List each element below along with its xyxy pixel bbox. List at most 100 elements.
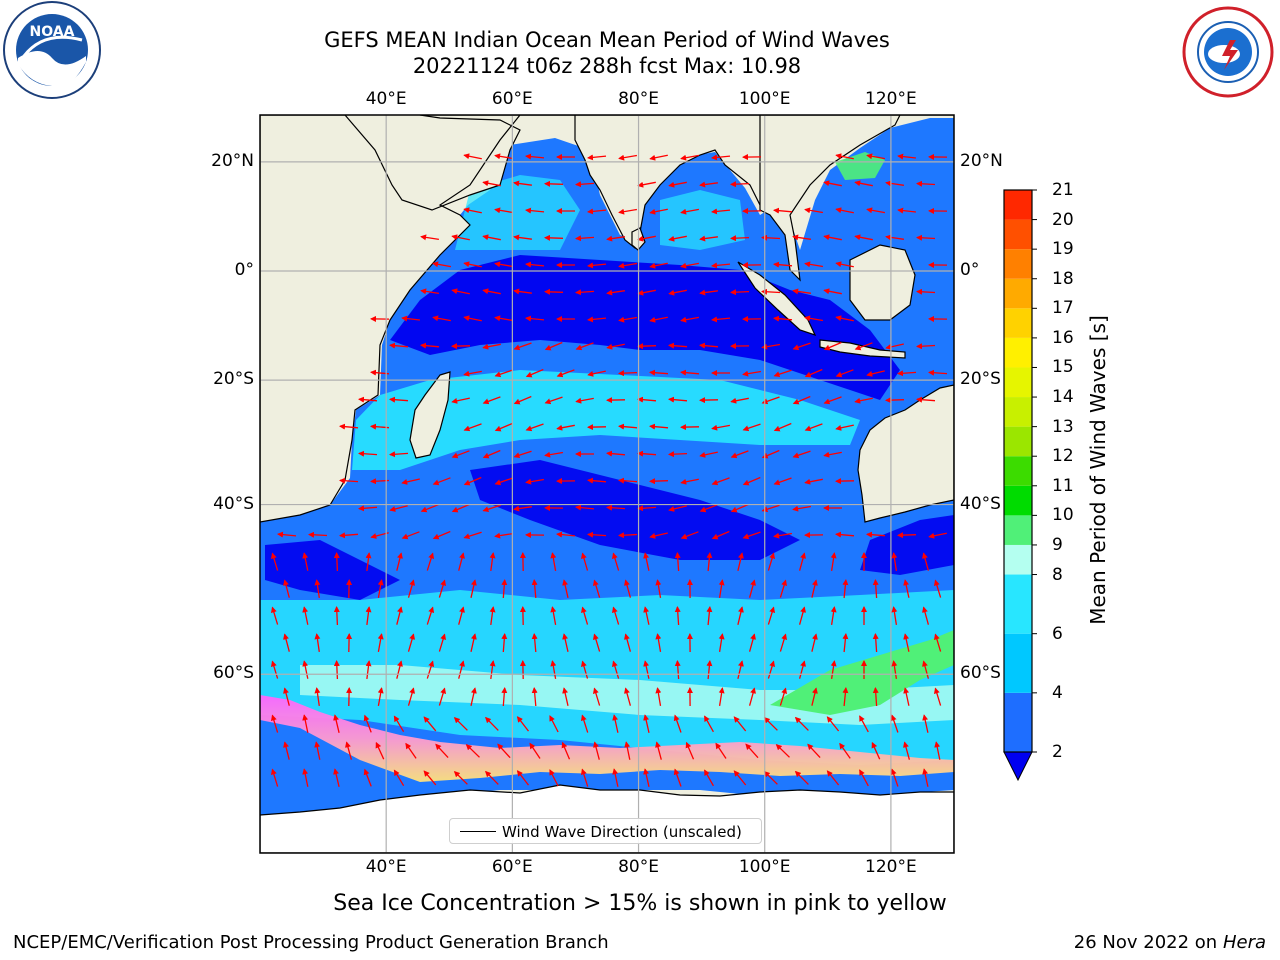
wind-wave-arrow bbox=[458, 552, 465, 571]
colorbar-tick-label: 12 bbox=[1052, 446, 1074, 467]
wind-wave-arrow bbox=[674, 552, 681, 572]
wind-wave-arrow bbox=[363, 768, 372, 787]
wind-wave-arrow bbox=[830, 660, 837, 680]
wind-wave-arrow bbox=[489, 606, 496, 625]
wind-wave-arrow bbox=[897, 153, 916, 160]
wind-wave-arrow bbox=[748, 687, 756, 706]
wind-wave-arrow bbox=[763, 770, 778, 785]
wind-wave-arrow bbox=[804, 478, 823, 485]
wind-wave-arrow bbox=[897, 532, 917, 539]
wind-wave-arrow bbox=[854, 234, 873, 241]
wind-wave-arrow bbox=[525, 153, 545, 160]
wind-wave-arrow bbox=[339, 532, 359, 539]
wind-wave-arrow bbox=[699, 451, 718, 458]
wind-wave-arrow bbox=[587, 477, 607, 484]
wind-wave-arrow bbox=[575, 181, 595, 188]
wind-wave-arrow bbox=[890, 714, 899, 733]
colorbar-tick-label: 19 bbox=[1052, 239, 1074, 260]
wind-wave-arrow bbox=[649, 369, 669, 376]
wind-wave-arrow bbox=[811, 687, 818, 706]
lon-tick-label-bottom: 60°E bbox=[491, 857, 533, 877]
wind-wave-arrow bbox=[830, 606, 837, 626]
wind-wave-arrow bbox=[375, 741, 385, 760]
colorbar-segment bbox=[1004, 190, 1032, 220]
wind-wave-arrow bbox=[513, 288, 532, 295]
wind-wave-arrow bbox=[432, 261, 452, 268]
wind-wave-arrow bbox=[283, 741, 290, 760]
wind-wave-arrow bbox=[773, 315, 793, 322]
wind-wave-arrow bbox=[730, 181, 750, 188]
wind-wave-arrow bbox=[934, 741, 941, 760]
wind-wave-arrow bbox=[773, 422, 792, 432]
wind-wave-arrow bbox=[618, 208, 638, 215]
wind-wave-arrow bbox=[592, 687, 601, 706]
map-frame bbox=[259, 114, 955, 854]
colorbar-tick-label: 20 bbox=[1052, 209, 1074, 230]
wind-wave-arrow bbox=[270, 660, 279, 679]
wind-wave-arrow bbox=[426, 552, 435, 571]
wind-wave-arrow bbox=[761, 449, 780, 459]
wind-wave-arrow bbox=[611, 606, 620, 625]
wind-wave-arrow bbox=[270, 714, 279, 733]
colorbar-segment bbox=[1004, 249, 1032, 279]
wind-wave-arrow bbox=[556, 424, 575, 431]
wind-wave-arrow bbox=[593, 741, 600, 760]
wind-wave-arrow bbox=[643, 714, 650, 733]
wind-wave-arrow bbox=[494, 477, 513, 486]
wind-wave-arrow bbox=[792, 342, 811, 351]
wind-wave-arrow bbox=[314, 687, 321, 706]
wind-wave-arrow bbox=[922, 768, 929, 787]
wind-wave-arrow bbox=[494, 315, 514, 322]
wind-wave-arrow bbox=[680, 154, 700, 161]
land-madagascar bbox=[409, 371, 451, 459]
wind-wave-arrow bbox=[612, 768, 619, 787]
wind-wave-arrow bbox=[830, 552, 837, 572]
wind-wave-arrow bbox=[575, 504, 595, 511]
wind-wave-arrow bbox=[606, 289, 625, 296]
wind-wave-arrow bbox=[767, 606, 776, 625]
colorbar-tick-label: 17 bbox=[1052, 298, 1074, 319]
wind-wave-arrow bbox=[587, 531, 607, 538]
wind-wave-arrow bbox=[333, 768, 340, 787]
lon-tick-label-top: 60°E bbox=[491, 89, 533, 109]
colorbar-segment bbox=[1004, 426, 1032, 457]
colorbar-tick-label: 10 bbox=[1052, 505, 1074, 526]
wind-wave-arrow bbox=[668, 396, 688, 403]
wind-wave-arrow bbox=[270, 768, 279, 787]
wind-wave-arrow bbox=[673, 768, 682, 787]
wind-wave-arrow bbox=[779, 633, 788, 652]
wind-wave-arrow bbox=[606, 343, 625, 350]
wind-wave-arrow bbox=[637, 235, 656, 242]
wind-wave-arrow bbox=[463, 315, 482, 322]
wind-wave-arrow bbox=[649, 208, 668, 215]
wind-wave-arrow bbox=[525, 261, 545, 268]
wind-wave-arrow bbox=[531, 633, 538, 653]
wind-wave-arrow bbox=[389, 396, 409, 403]
wind-wave-arrow bbox=[699, 342, 719, 349]
wind-wave-arrow bbox=[643, 660, 650, 679]
wind-wave-arrow bbox=[581, 606, 589, 625]
wind-wave-arrow bbox=[556, 531, 576, 538]
wind-wave-arrow bbox=[835, 153, 854, 160]
wind-wave-arrow bbox=[897, 370, 917, 377]
wind-wave-arrow bbox=[891, 606, 898, 626]
wind-wave-arrow bbox=[513, 342, 532, 351]
wind-wave-arrow bbox=[513, 234, 532, 241]
wind-wave-arrow bbox=[549, 769, 559, 787]
wind-wave-arrow bbox=[420, 504, 439, 513]
wind-wave-arrow bbox=[835, 261, 854, 268]
wind-wave-arrow bbox=[730, 503, 749, 513]
wind-wave-arrow bbox=[730, 235, 750, 242]
wind-wave-arrow bbox=[854, 342, 873, 351]
wind-wave-arrow bbox=[453, 770, 468, 785]
wind-wave-arrow bbox=[866, 370, 885, 377]
wind-wave-arrow bbox=[358, 505, 378, 512]
wind-wave-arrow bbox=[794, 770, 809, 785]
wind-wave-arrow bbox=[718, 687, 725, 707]
wind-wave-arrow bbox=[674, 606, 681, 626]
noaa-logo: NOAA bbox=[3, 1, 101, 99]
lon-tick-label-top: 100°E bbox=[738, 89, 791, 109]
wind-wave-arrow bbox=[497, 743, 511, 759]
wind-wave-arrow bbox=[643, 768, 650, 787]
wind-wave-arrow bbox=[302, 768, 309, 787]
